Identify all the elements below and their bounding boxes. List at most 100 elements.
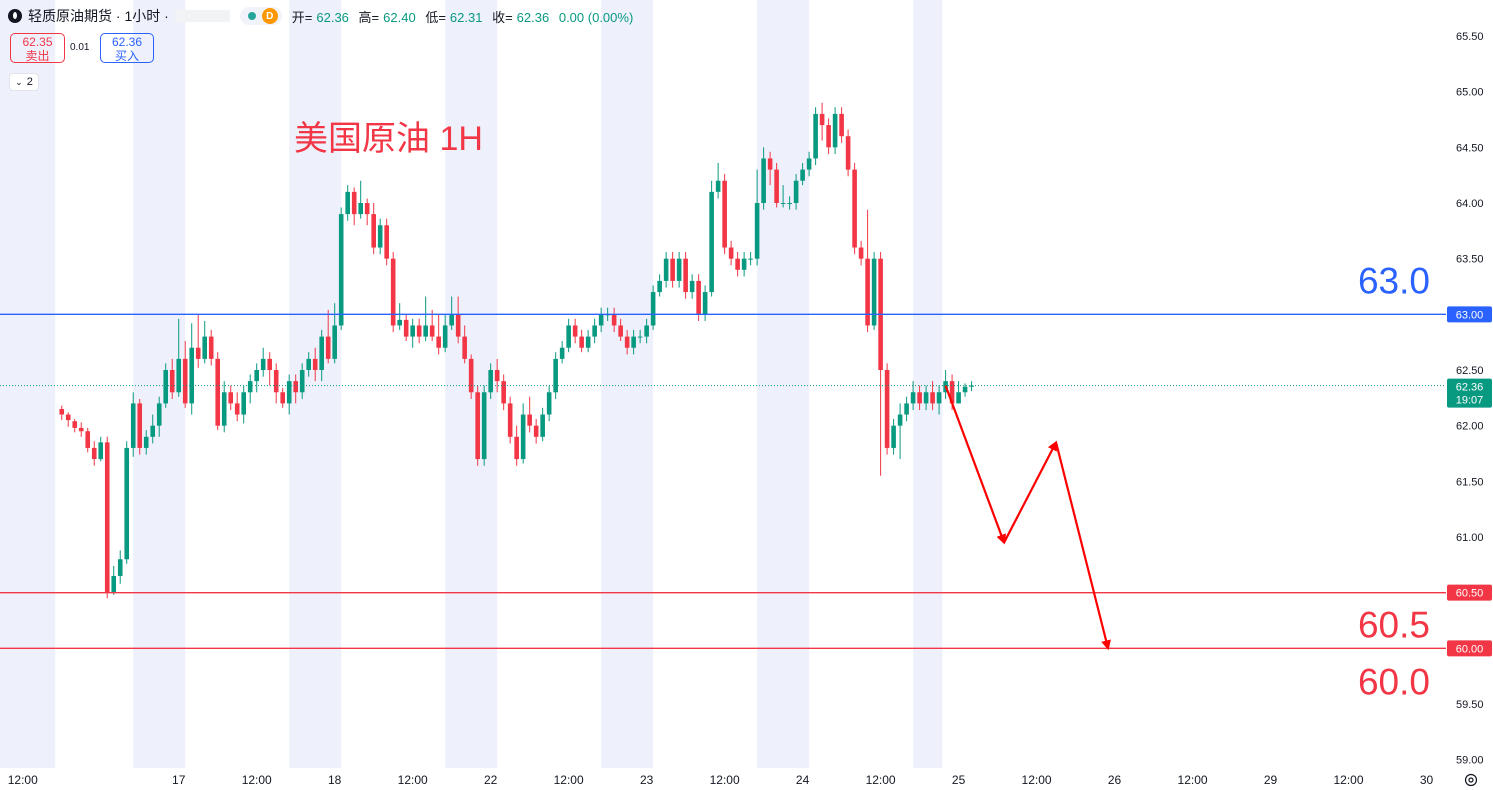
- candle-body: [299, 370, 305, 393]
- y-tick-label: 65.50: [1456, 31, 1484, 43]
- candle-body: [533, 425, 539, 437]
- forecast-arrow-0[interactable]: [944, 385, 1006, 545]
- candle-body: [358, 203, 363, 215]
- indicator-collapse-button[interactable]: ⌄ 2: [9, 73, 39, 91]
- candle-body: [390, 258, 396, 326]
- candle-body: [917, 392, 922, 404]
- candle-body: [169, 370, 175, 393]
- chevron-down-icon: ⌄: [15, 76, 23, 87]
- candle-body: [143, 436, 149, 448]
- candle-body: [689, 280, 695, 293]
- price-axis[interactable]: 65.50 65.00 64.50 64.00 63.50 63.00 62.50 62.00…: [1446, 0, 1493, 790]
- candle-body: [254, 370, 260, 382]
- market-open-dot-icon: [247, 12, 256, 20]
- candle-body: [442, 325, 448, 348]
- candle-body: [267, 358, 273, 370]
- candle-body: [507, 403, 513, 437]
- candle-body: [449, 314, 454, 326]
- session-band-0: [0, 0, 56, 768]
- candle-body: [124, 447, 130, 560]
- candle-body: [280, 392, 286, 404]
- axis-badge-60.00[interactable]: [1447, 640, 1492, 657]
- session-shading: [0, 0, 943, 768]
- candle-body: [637, 336, 643, 338]
- candle-body: [793, 180, 799, 203]
- candle-body: [91, 447, 97, 460]
- candle-body: [156, 403, 162, 426]
- settings-gear-icon[interactable]: [1463, 772, 1479, 788]
- sell-button[interactable]: 62.35 卖出: [10, 33, 65, 63]
- candle-body: [683, 258, 688, 293]
- candle-body: [826, 125, 831, 148]
- candle-body: [351, 191, 357, 215]
- candle-body: [410, 325, 415, 337]
- x-tick-label: 25: [952, 773, 966, 787]
- candle-body: [936, 392, 942, 404]
- time-axis[interactable]: 12:00 17 12:00 18 12:00 22 12:00 23 12:00 24 12:00…: [0, 768, 1446, 790]
- candle-body: [501, 381, 506, 404]
- candle-body: [377, 225, 383, 248]
- candle-body: [761, 158, 766, 203]
- candle-body: [709, 191, 714, 293]
- candle-body: [819, 113, 825, 126]
- candle-body: [702, 292, 708, 315]
- y-tick-label: 64.00: [1456, 198, 1484, 210]
- candle-body: [364, 203, 370, 215]
- candle-body: [130, 403, 136, 448]
- candle-body: [189, 347, 195, 404]
- candle-body: [592, 325, 597, 337]
- candle-body: [748, 258, 753, 260]
- forecast-arrow-2[interactable]: [1055, 442, 1111, 651]
- horizontal-lines[interactable]: 63.0 60.5 60.0: [0, 260, 1446, 702]
- candle-body: [150, 425, 156, 437]
- candle-body: [416, 325, 422, 337]
- candle-body: [241, 392, 247, 415]
- candle-body: [845, 136, 851, 170]
- candle-body: [85, 431, 91, 448]
- candle-body: [904, 403, 909, 415]
- candle-body: [488, 370, 493, 393]
- candle-body: [273, 370, 279, 393]
- x-tick-label: 23: [640, 773, 654, 787]
- candle-body: [969, 385, 974, 387]
- symbol-logo-icon: [8, 9, 22, 23]
- buy-button[interactable]: 62.36 买入: [100, 33, 154, 63]
- axis-badge-63.00[interactable]: [1447, 306, 1492, 323]
- open-label: 开=: [291, 9, 313, 25]
- market-status-pill[interactable]: D: [239, 7, 282, 25]
- forecast-arrows[interactable]: [944, 385, 1111, 651]
- candle-body: [663, 258, 669, 281]
- ohlc-values: 开= 62.36 高= 62.40 低= 62.31 收= 62.36 0.00 (0.…: [292, 7, 640, 26]
- candle-body: [494, 370, 500, 382]
- axis-badge-60.50[interactable]: [1447, 584, 1492, 601]
- candle-body: [429, 325, 435, 337]
- candle-body: [585, 336, 591, 348]
- line-label-60.5: 60.5: [1358, 605, 1430, 646]
- session-band-6: [913, 0, 943, 768]
- candle-body: [735, 258, 740, 270]
- masked-exchange: [174, 10, 230, 22]
- forecast-arrow-1[interactable]: [1003, 440, 1058, 544]
- line-label-60.0: 60.0: [1358, 661, 1430, 702]
- spread-value: 0.01: [70, 42, 90, 53]
- y-tick-label: 64.50: [1456, 142, 1484, 154]
- candle-body: [741, 258, 747, 270]
- candle-body: [111, 575, 117, 593]
- candle-body: [546, 392, 552, 415]
- last-price-badge[interactable]: [1447, 378, 1492, 408]
- candle-body: [371, 214, 376, 248]
- symbol-header: 轻质原油期货 · 1小时 · D 开= 62.36 高= 62.40 低= 62.31…: [8, 6, 639, 26]
- symbol-title[interactable]: 轻质原油期货 · 1小时 ·: [28, 8, 169, 24]
- candle-body: [325, 336, 331, 359]
- candle-body: [858, 247, 864, 259]
- candle-body: [247, 381, 253, 393]
- candle-body: [813, 113, 818, 159]
- candle-body: [865, 258, 870, 326]
- x-tick-label: 30: [1420, 773, 1434, 787]
- candle-body: [65, 414, 71, 421]
- y-tick-label: 61.50: [1456, 476, 1484, 488]
- candlesticks: [59, 102, 974, 599]
- axis-badge-text: 60.00: [1456, 643, 1484, 655]
- candle-body: [59, 408, 65, 415]
